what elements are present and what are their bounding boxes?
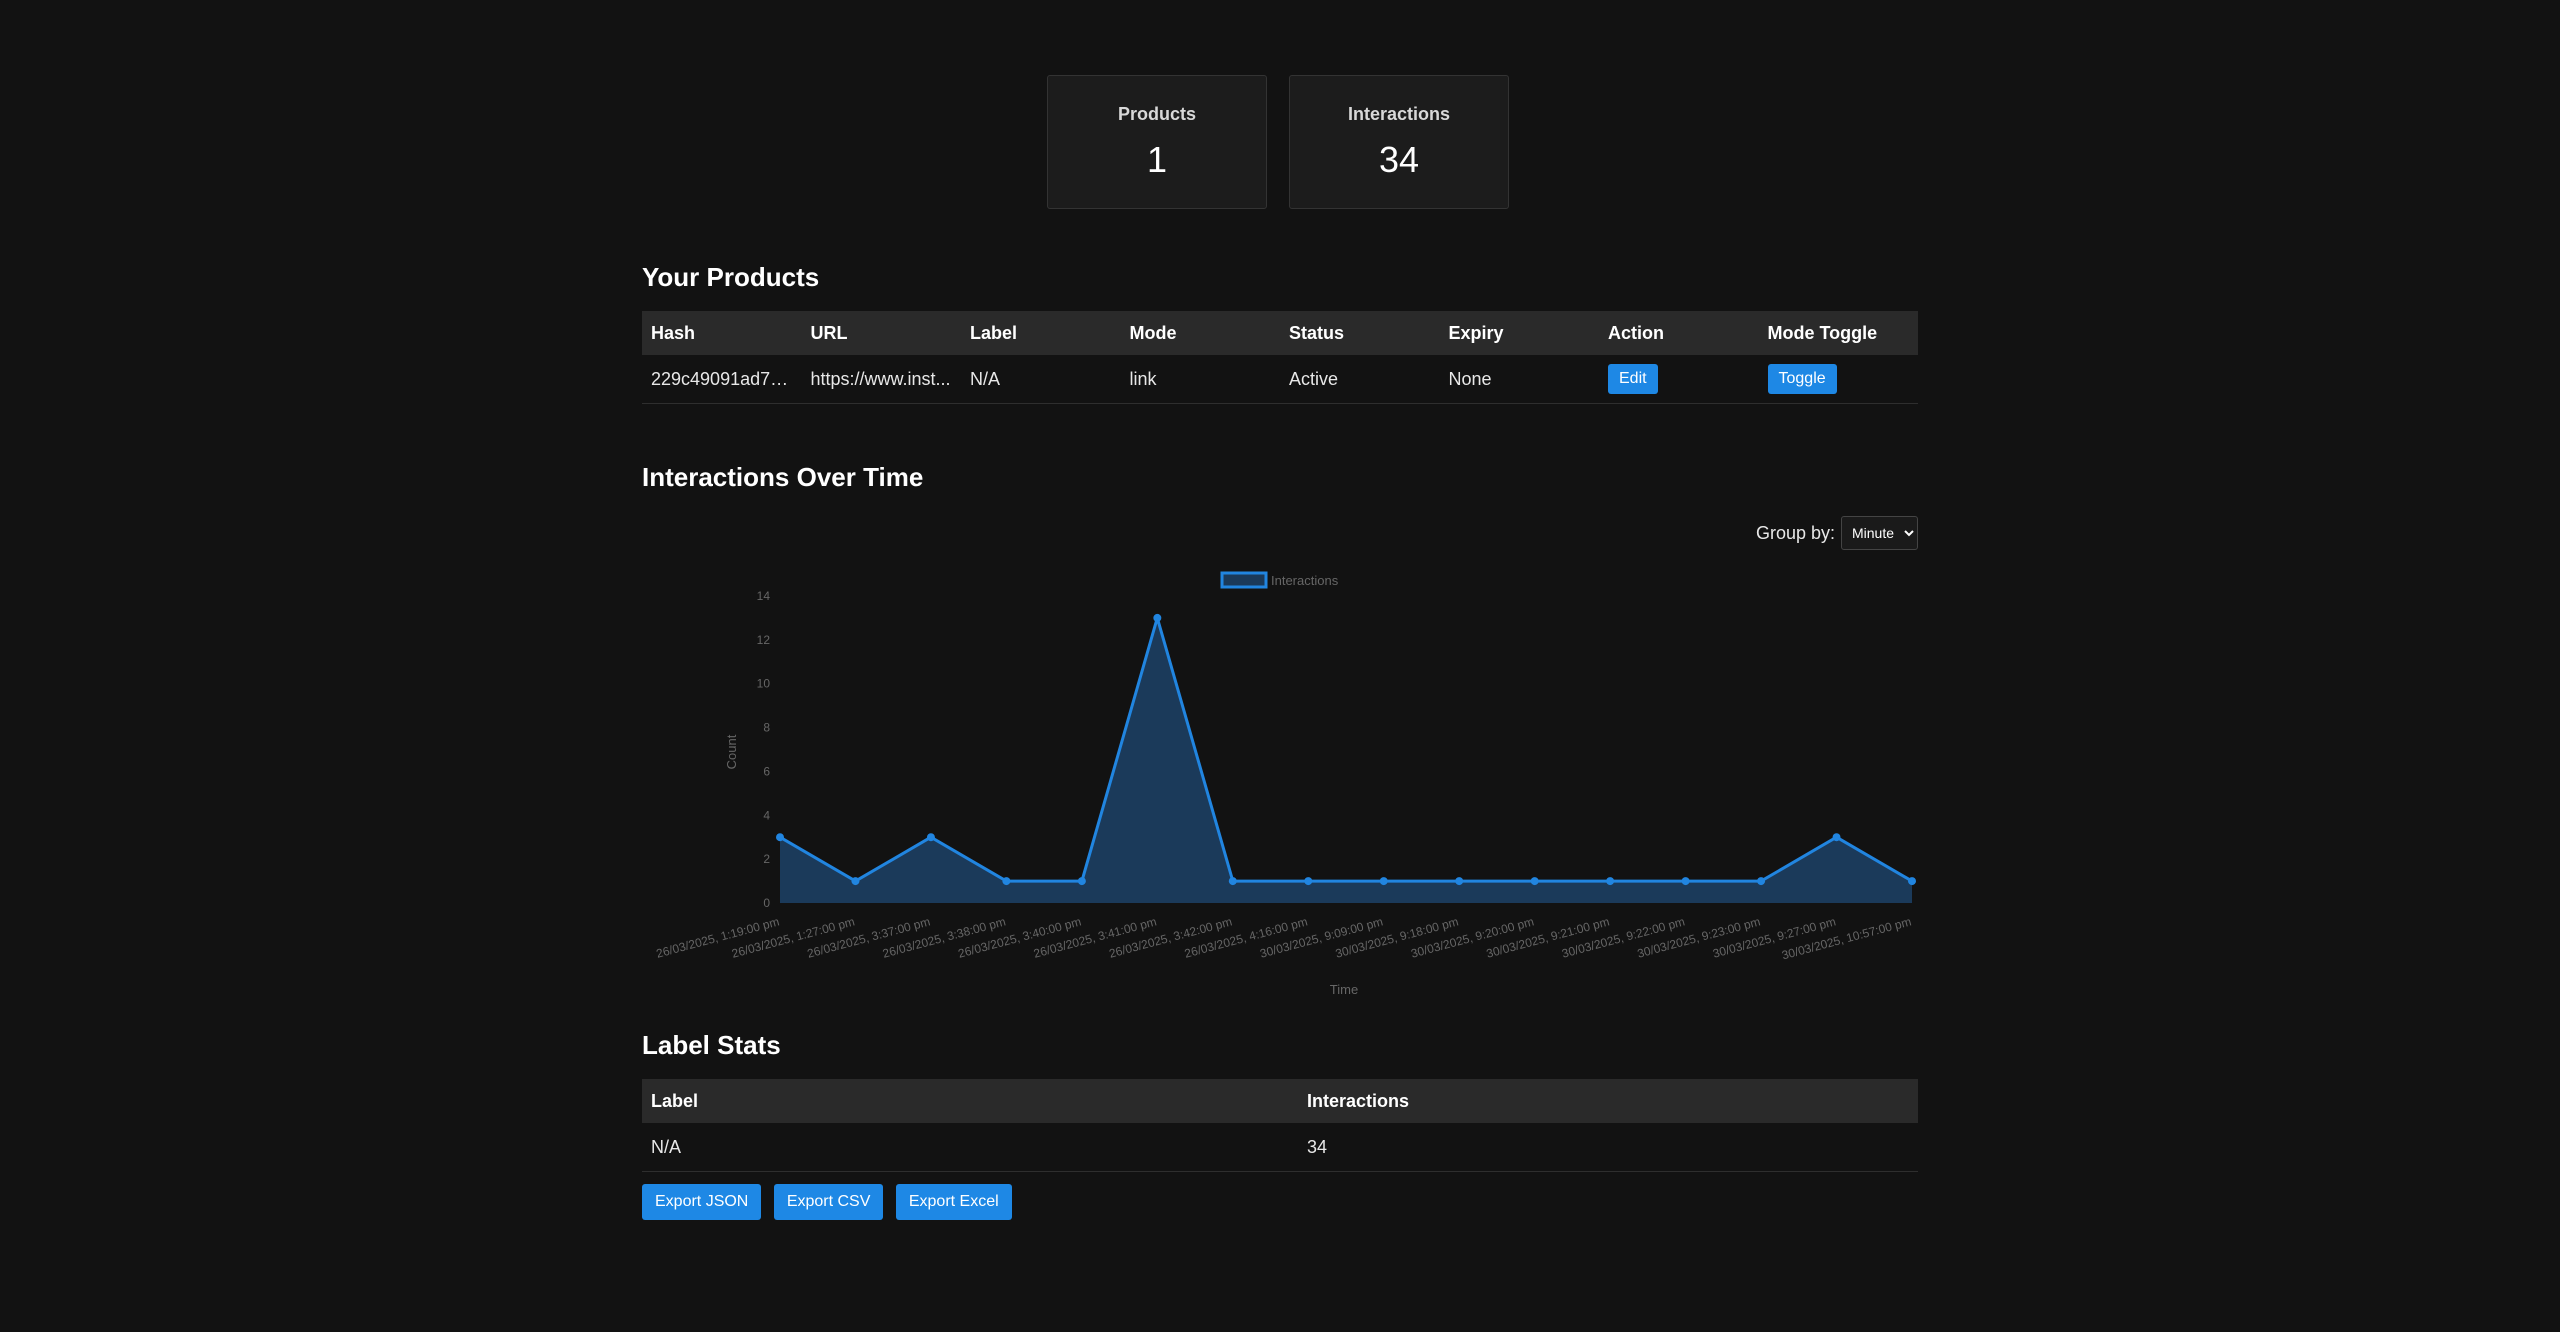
action-cell: Edit	[1599, 355, 1759, 404]
column-header: Expiry	[1448, 322, 1504, 343]
data-point[interactable]	[851, 877, 860, 886]
y-tick-label: 6	[763, 764, 770, 778]
column-header: Label	[651, 1090, 699, 1111]
products-table: Hash URL Label Mode Status Expiry Action…	[642, 311, 1918, 404]
group-by-label: Group by:	[1755, 522, 1835, 543]
data-point[interactable]	[1379, 877, 1388, 886]
data-point[interactable]	[1681, 877, 1690, 886]
interactions-stat-value: 34	[1378, 139, 1420, 180]
column-header: Interactions	[1307, 1090, 1410, 1111]
export-buttons: Export JSON Export CSV Export Excel	[642, 1184, 1918, 1220]
x-axis-title: Time	[1330, 982, 1358, 997]
legend-label: Interactions	[1271, 573, 1339, 588]
toggle-mode-button[interactable]: Toggle	[1767, 364, 1837, 394]
expiry-cell: None	[1439, 355, 1599, 404]
interactions-stat-card: Interactions 34	[1289, 75, 1509, 209]
label-cell: N/A	[642, 1123, 1298, 1172]
interactions-stat-title: Interactions	[1347, 104, 1451, 124]
y-tick-label: 4	[763, 808, 770, 822]
edit-button[interactable]: Edit	[1608, 364, 1658, 394]
column-header: Mode Toggle	[1767, 322, 1878, 343]
column-header: Status	[1289, 322, 1345, 343]
data-point[interactable]	[1908, 877, 1916, 886]
x-tick-label: 30/03/2025, 10:57:00 pm	[1780, 914, 1913, 962]
products-stat-card: Products 1	[1047, 75, 1267, 209]
products-table-header: Hash URL Label Mode Status Expiry Action…	[642, 311, 1918, 355]
interactions-heading: Interactions Over Time	[642, 462, 924, 492]
column-header: Label	[970, 322, 1018, 343]
products-heading: Your Products	[642, 262, 820, 292]
data-point[interactable]	[1077, 877, 1086, 886]
export-json-button[interactable]: Export JSON	[642, 1184, 762, 1220]
data-point[interactable]	[1757, 877, 1766, 886]
data-point[interactable]	[1304, 877, 1313, 886]
y-axis-title: Count	[724, 734, 739, 769]
y-tick-label: 8	[763, 721, 770, 735]
column-header: Hash	[651, 322, 696, 343]
x-tick-label: 26/03/2025, 1:19:00 pm	[655, 914, 781, 960]
y-tick-label: 12	[757, 633, 771, 647]
table-row: N/A 34	[642, 1123, 1918, 1172]
data-point[interactable]	[1228, 877, 1237, 886]
data-point[interactable]	[1832, 833, 1841, 842]
interactions-chart: 0 2 4 6 8 10 12 14 26/03/2025, 1:19:00 pm26/03/…	[655, 571, 1916, 997]
series-area	[780, 617, 1912, 903]
export-csv-button[interactable]: Export CSV	[773, 1184, 884, 1220]
mode-toggle-cell: Toggle	[1758, 355, 1918, 404]
data-point[interactable]	[776, 833, 784, 842]
interactions-cell: 34	[1298, 1123, 1918, 1172]
y-tick-label: 2	[763, 852, 770, 866]
label-stats-header: Label Interactions	[642, 1079, 1918, 1123]
y-tick-label: 10	[757, 677, 771, 691]
y-axis: 0 2 4 6 8 10 12 14	[757, 589, 771, 910]
group-by-select[interactable]: Minute	[1841, 516, 1918, 550]
status-cell: Active	[1280, 355, 1440, 404]
label-stats-heading: Label Stats	[642, 1030, 781, 1060]
table-row: 229c49091ad78... https://www.inst... N/A…	[642, 355, 1918, 404]
export-excel-button[interactable]: Export Excel	[895, 1184, 1012, 1220]
column-header: Mode	[1129, 322, 1177, 343]
y-tick-label: 14	[757, 589, 771, 603]
data-point[interactable]	[1002, 877, 1011, 886]
series-line	[779, 616, 1913, 883]
chart-legend: Interactions	[1220, 571, 1339, 589]
data-point[interactable]	[1530, 877, 1539, 886]
products-section: Your Products Hash URL Label Mode Status…	[642, 262, 1918, 404]
products-stat-value: 1	[1146, 139, 1168, 180]
column-header: Action	[1608, 322, 1664, 343]
url-cell: https://www.inst...	[801, 355, 961, 404]
y-tick-label: 0	[763, 896, 770, 910]
data-point[interactable]	[1455, 877, 1464, 886]
legend-swatch	[1220, 571, 1268, 589]
products-stat-title: Products	[1117, 104, 1196, 124]
interactions-section: Interactions Over Time	[642, 462, 1918, 493]
column-header: URL	[810, 322, 848, 343]
hash-cell: 229c49091ad78...	[642, 355, 802, 404]
group-by-control: Group by: Minute	[1756, 516, 1918, 550]
label-stats-section: Label Stats Label Interactions N/A 34 Ex…	[642, 1030, 1918, 1220]
series-points	[776, 613, 1916, 886]
data-point[interactable]	[1606, 877, 1615, 886]
label-cell: N/A	[961, 355, 1121, 404]
mode-cell: link	[1120, 355, 1280, 404]
data-point[interactable]	[1153, 613, 1162, 622]
data-point[interactable]	[926, 833, 935, 842]
label-stats-table: Label Interactions N/A 34	[642, 1079, 1918, 1172]
stats-row: Products 1 Interactions 34	[1047, 75, 1509, 209]
